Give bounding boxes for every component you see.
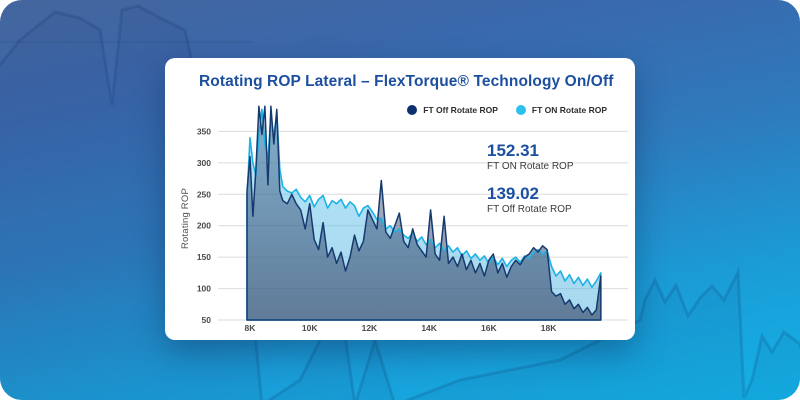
series-ft-off-area (247, 106, 601, 320)
rop-area-chart: 350 300 250 200 150 100 50 8K 10K 12K 14K 16K 18K (197, 105, 628, 333)
stat-ft-off-value: 139.02 (487, 183, 539, 203)
stat-ft-on: 152.31 FT ON Rotate ROP (487, 142, 574, 172)
legend-dot-cyan-icon (515, 105, 526, 115)
y-tick-label: 100 (197, 284, 211, 294)
chart-legend: FT Off Rotate ROP FT ON Rotate ROP (407, 105, 607, 115)
chart-title: Rotating ROP Lateral – FlexTorque® Techn… (199, 73, 614, 90)
stat-ft-on-label: FT ON Rotate ROP (487, 160, 574, 172)
stat-ft-off-label: FT Off Rotate ROP (487, 203, 572, 215)
x-tick-label: 14K (421, 323, 437, 333)
series-ft-on-line (246, 108, 602, 321)
y-tick-label: 250 (197, 189, 211, 199)
y-tick-label: 150 (197, 252, 211, 262)
stat-ft-off: 139.02 FT Off Rotate ROP (487, 183, 574, 215)
series-ft-off-line (246, 105, 602, 321)
stat-ft-on-value: 152.31 (487, 141, 539, 160)
average-stats: 152.31 FT ON Rotate ROP 139.02 FT Off Ro… (487, 142, 574, 215)
y-tick-label: 350 (197, 126, 211, 136)
y-tick-label: 300 (197, 158, 211, 168)
legend-dot-navy-icon (407, 105, 418, 115)
chart-card: Rotating ROP Lateral – FlexTorque® Techn… (165, 58, 635, 340)
x-tick-label: 10K (302, 323, 318, 333)
y-tick-label: 50 (202, 315, 212, 325)
y-tick-label: 200 (197, 221, 211, 231)
legend-label: FT Off Rotate ROP (423, 105, 498, 115)
x-tick-label: 12K (362, 323, 378, 333)
legend-item-ft-on: FT ON Rotate ROP (515, 105, 607, 115)
x-tick-label: 16K (481, 323, 497, 333)
legend-item-ft-off: FT Off Rotate ROP (407, 105, 498, 115)
x-tick-label: 8K (245, 323, 257, 333)
legend-label: FT ON Rotate ROP (531, 105, 607, 115)
x-tick-label: 18K (541, 323, 557, 333)
